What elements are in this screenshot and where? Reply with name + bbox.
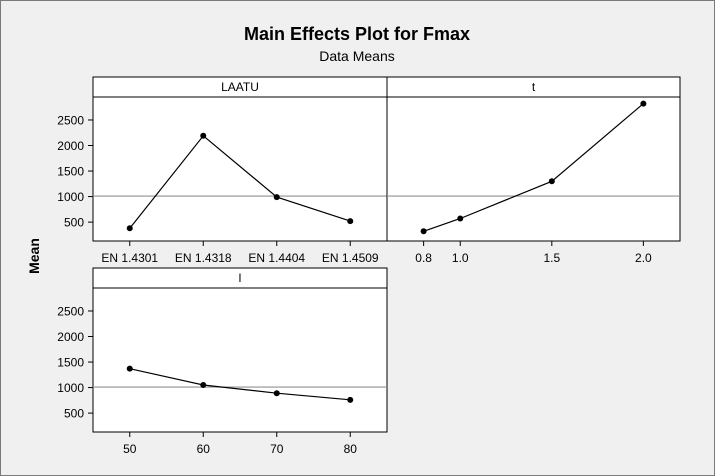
panel-title-1: t	[532, 80, 536, 94]
chart-title: Main Effects Plot for Fmax	[244, 24, 470, 44]
x-tick-label-0-2: EN 1.4404	[248, 251, 305, 265]
y-tick-label-0-3: 2000	[57, 139, 84, 153]
y-tick-label-0-4: 2500	[57, 113, 84, 127]
data-point-1-1	[457, 215, 464, 222]
panel-title-0: LAATU	[221, 80, 259, 94]
y-tick-label-2-0: 500	[64, 407, 84, 421]
y-tick-label-2-4: 2500	[57, 304, 84, 318]
data-point-0-1	[200, 132, 207, 139]
x-tick-label-2-3: 80	[344, 442, 358, 456]
data-point-2-3	[347, 396, 354, 403]
x-tick-label-2-1: 60	[197, 442, 211, 456]
data-point-2-2	[273, 390, 280, 397]
data-point-2-1	[200, 382, 207, 389]
x-tick-label-1-1: 1.0	[452, 251, 469, 265]
y-tick-label-2-3: 2000	[57, 330, 84, 344]
panel-plot-area-1	[386, 96, 681, 242]
panel-title-2: l	[239, 271, 242, 285]
x-tick-label-0-0: EN 1.4301	[101, 251, 158, 265]
series-line-1	[423, 103, 644, 232]
x-tick-label-2-2: 70	[270, 442, 284, 456]
series-line-2	[129, 368, 351, 401]
data-point-2-0	[126, 365, 133, 372]
y-tick-label-0-1: 1000	[57, 190, 84, 204]
x-tick-label-1-2: 1.5	[543, 251, 560, 265]
y-axis-label: Mean	[26, 238, 42, 274]
y-tick-label-0-0: 500	[64, 216, 84, 230]
x-tick-label-0-3: EN 1.4509	[322, 251, 379, 265]
y-tick-label-2-2: 1500	[57, 356, 84, 370]
x-tick-label-2-0: 50	[123, 442, 137, 456]
data-point-1-0	[420, 228, 427, 235]
data-point-1-2	[548, 178, 555, 185]
chart-subtitle: Data Means	[319, 48, 394, 64]
y-tick-label-0-2: 1500	[57, 165, 84, 179]
data-point-0-3	[347, 218, 354, 225]
x-tick-label-1-3: 2.0	[635, 251, 652, 265]
series-line-0	[129, 134, 351, 229]
x-tick-label-0-1: EN 1.4318	[175, 251, 232, 265]
panel-plot-area-2	[92, 287, 388, 433]
y-tick-label-2-1: 1000	[57, 381, 84, 395]
data-point-1-3	[640, 100, 647, 107]
data-point-0-0	[126, 225, 133, 232]
x-tick-label-1-0: 0.8	[415, 251, 432, 265]
data-point-0-2	[273, 194, 280, 201]
